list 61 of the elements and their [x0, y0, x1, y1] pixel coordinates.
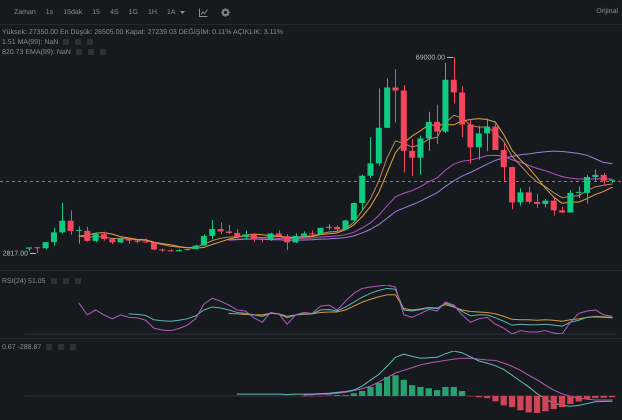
candlestick [284, 234, 290, 251]
bar [550, 396, 557, 409]
candlestick [450, 56, 457, 104]
candlestick [550, 197, 557, 216]
candlestick [92, 232, 99, 243]
candlestick [592, 169, 598, 182]
candlestick [600, 172, 607, 186]
candlestick [50, 227, 57, 246]
bar [417, 386, 424, 396]
candlestick [76, 226, 82, 244]
bar [526, 396, 532, 413]
candlestick [576, 186, 582, 198]
bar [350, 393, 357, 396]
bar [542, 396, 549, 412]
candlestick [567, 190, 574, 213]
bar [426, 388, 432, 396]
candlestick [467, 118, 474, 164]
candlestick [476, 125, 482, 160]
bar [558, 396, 566, 408]
bar [576, 396, 582, 402]
bar [392, 375, 399, 396]
candlestick [584, 174, 590, 204]
bar [534, 396, 540, 413]
bar [367, 386, 374, 396]
bar [409, 385, 416, 396]
candlestick [59, 202, 66, 234]
candlestick [409, 138, 416, 177]
candlestick [434, 104, 440, 145]
candlestick [234, 228, 240, 240]
bar [458, 390, 466, 396]
candlestick [500, 142, 507, 183]
bar [492, 396, 499, 402]
candlestick [350, 202, 357, 223]
candlestick [218, 222, 224, 235]
bar [359, 390, 366, 396]
bar [434, 390, 440, 396]
candlestick [517, 188, 524, 206]
bar [567, 396, 574, 404]
candlestick [68, 210, 74, 236]
candlestick [209, 219, 216, 240]
candlestick [534, 193, 540, 208]
candlestick [342, 219, 348, 232]
bar [517, 396, 524, 410]
candlestick [484, 118, 490, 152]
candlestick [292, 232, 299, 244]
candlestick [242, 230, 249, 240]
bar [376, 382, 382, 396]
bar [508, 396, 516, 408]
bar [450, 386, 457, 396]
candlestick [392, 68, 398, 123]
candlestick [84, 226, 90, 242]
candlestick [367, 136, 374, 179]
bar [442, 386, 449, 396]
candlestick [426, 111, 432, 152]
bar [400, 380, 407, 396]
candlestick [417, 135, 424, 176]
bar [500, 396, 507, 406]
candlestick [492, 120, 498, 150]
bar [584, 396, 590, 400]
candlestick [526, 186, 532, 204]
bar [384, 377, 390, 396]
